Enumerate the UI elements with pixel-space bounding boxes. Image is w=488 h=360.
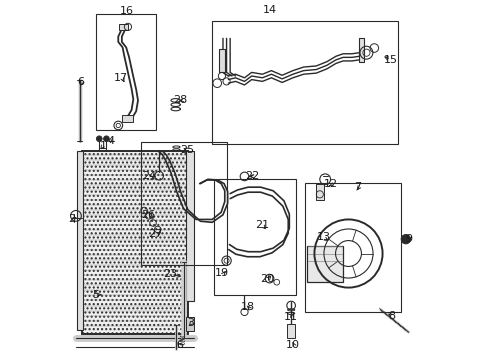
- Bar: [140, 141, 227, 265]
- Text: 26: 26: [141, 210, 155, 220]
- Text: 9: 9: [405, 234, 411, 244]
- Text: 23: 23: [163, 269, 177, 279]
- Bar: [119, 24, 128, 30]
- Text: 8: 8: [387, 311, 394, 321]
- Bar: [96, 14, 156, 130]
- Bar: [77, 150, 83, 330]
- Bar: [122, 115, 132, 122]
- Text: 1: 1: [99, 141, 106, 151]
- Bar: [214, 179, 296, 295]
- Bar: [315, 184, 324, 200]
- Circle shape: [96, 136, 102, 141]
- Text: 10: 10: [285, 340, 299, 350]
- Bar: [82, 151, 188, 334]
- Bar: [186, 150, 194, 301]
- Text: 11: 11: [284, 312, 298, 322]
- Text: 27: 27: [148, 229, 163, 239]
- Bar: [211, 22, 397, 144]
- Text: 19: 19: [215, 268, 229, 278]
- Text: 28: 28: [172, 95, 187, 105]
- Bar: [306, 246, 343, 282]
- Text: 13: 13: [316, 232, 330, 242]
- Text: 14: 14: [262, 5, 276, 15]
- Text: 25: 25: [180, 144, 194, 154]
- Text: 16: 16: [120, 6, 134, 17]
- Text: 5: 5: [92, 290, 99, 300]
- Text: 21: 21: [254, 220, 268, 230]
- Text: 17: 17: [114, 73, 127, 83]
- Bar: [359, 39, 363, 62]
- Text: 20: 20: [259, 274, 273, 284]
- Bar: [186, 317, 194, 330]
- Text: 7: 7: [353, 182, 360, 192]
- Text: 3: 3: [187, 318, 194, 328]
- Circle shape: [103, 136, 109, 141]
- Circle shape: [400, 234, 410, 244]
- Text: 24: 24: [142, 171, 156, 181]
- Bar: [218, 49, 224, 72]
- Text: 15: 15: [383, 55, 397, 65]
- Text: 22: 22: [245, 171, 259, 181]
- Text: 4: 4: [107, 136, 114, 145]
- Bar: [304, 183, 400, 312]
- Text: 6: 6: [176, 340, 183, 350]
- Text: 6: 6: [77, 77, 83, 87]
- Text: 12: 12: [324, 179, 338, 189]
- Bar: [286, 324, 295, 338]
- Text: 18: 18: [241, 302, 255, 312]
- Text: 2: 2: [68, 215, 75, 224]
- Bar: [82, 151, 188, 334]
